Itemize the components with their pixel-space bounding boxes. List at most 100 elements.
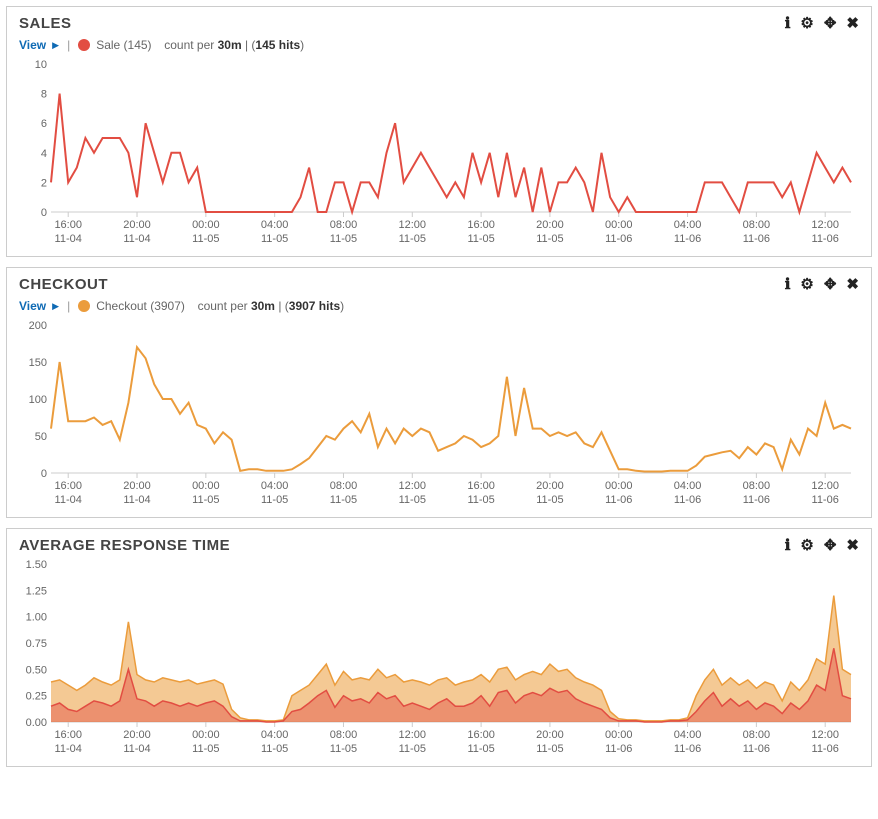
- svg-text:08:00: 08:00: [743, 219, 771, 231]
- svg-text:0: 0: [41, 468, 47, 480]
- svg-text:20:00: 20:00: [123, 219, 151, 231]
- svg-text:16:00: 16:00: [54, 729, 82, 741]
- separator: |: [67, 38, 70, 52]
- svg-text:11-05: 11-05: [261, 494, 288, 506]
- panel: SALESℹ⚙✥✖View▶|Sale (145) count per 30m …: [6, 6, 872, 257]
- svg-text:12:00: 12:00: [811, 219, 839, 231]
- svg-text:00:00: 00:00: [192, 729, 220, 741]
- panel-header: AVERAGE RESPONSE TIME ℹ ⚙ ✥ ✖: [7, 529, 871, 558]
- panel-title: AVERAGE RESPONSE TIME: [19, 537, 230, 554]
- separator: |: [67, 299, 70, 313]
- gear-icon[interactable]: ⚙: [800, 277, 813, 292]
- legend-series-label: Checkout (3907): [96, 299, 185, 313]
- svg-text:00:00: 00:00: [192, 219, 220, 231]
- legend-meta: count per 30m | (145 hits): [158, 38, 305, 52]
- svg-text:11-04: 11-04: [55, 233, 82, 245]
- svg-text:04:00: 04:00: [261, 480, 289, 492]
- close-icon[interactable]: ✖: [846, 277, 859, 292]
- svg-text:11-05: 11-05: [399, 233, 426, 245]
- svg-text:1.25: 1.25: [26, 585, 47, 597]
- svg-text:0.75: 0.75: [26, 638, 47, 650]
- svg-text:20:00: 20:00: [123, 480, 151, 492]
- svg-text:11-05: 11-05: [536, 233, 563, 245]
- panel-header: SALESℹ⚙✥✖: [7, 7, 871, 36]
- svg-text:16:00: 16:00: [54, 219, 82, 231]
- chart: 0.000.250.500.751.001.251.5016:0011-0420…: [7, 558, 871, 766]
- info-icon[interactable]: ℹ: [785, 277, 791, 292]
- move-icon[interactable]: ✥: [824, 277, 837, 292]
- chart-svg: 024681016:0011-0420:0011-0400:0011-0504:…: [19, 58, 859, 248]
- legend-meta: count per 30m | (3907 hits): [191, 299, 344, 313]
- svg-text:0.50: 0.50: [26, 664, 47, 676]
- svg-text:0.00: 0.00: [26, 717, 47, 729]
- svg-text:11-06: 11-06: [605, 494, 632, 506]
- svg-text:11-05: 11-05: [399, 494, 426, 506]
- move-icon[interactable]: ✥: [824, 538, 837, 553]
- panel-toolbar: ℹ ⚙ ✥ ✖: [785, 277, 859, 292]
- chart: 024681016:0011-0420:0011-0400:0011-0504:…: [7, 58, 871, 256]
- svg-text:11-05: 11-05: [192, 743, 219, 755]
- svg-text:11-06: 11-06: [674, 494, 701, 506]
- svg-text:200: 200: [29, 320, 47, 332]
- svg-text:12:00: 12:00: [811, 729, 839, 741]
- chart-svg: 0.000.250.500.751.001.251.5016:0011-0420…: [19, 558, 859, 758]
- view-link[interactable]: View: [19, 299, 46, 313]
- info-icon[interactable]: ℹ: [785, 16, 791, 31]
- legend-color-dot: [78, 39, 90, 51]
- svg-text:8: 8: [41, 89, 47, 101]
- svg-text:11-05: 11-05: [467, 743, 494, 755]
- gear-icon[interactable]: ⚙: [800, 538, 813, 553]
- svg-text:100: 100: [29, 394, 47, 406]
- svg-text:0.25: 0.25: [26, 691, 47, 703]
- svg-text:12:00: 12:00: [399, 729, 427, 741]
- svg-text:11-04: 11-04: [123, 494, 150, 506]
- close-icon[interactable]: ✖: [846, 538, 859, 553]
- svg-text:11-06: 11-06: [812, 494, 839, 506]
- legend-color-dot: [78, 300, 90, 312]
- svg-text:11-05: 11-05: [467, 494, 494, 506]
- chart: 05010015020016:0011-0420:0011-0400:0011-…: [7, 319, 871, 517]
- close-icon[interactable]: ✖: [846, 16, 859, 31]
- svg-text:04:00: 04:00: [261, 219, 289, 231]
- svg-text:11-05: 11-05: [330, 743, 357, 755]
- svg-text:0: 0: [41, 207, 47, 219]
- svg-text:11-05: 11-05: [536, 494, 563, 506]
- info-icon[interactable]: ℹ: [785, 538, 791, 553]
- svg-text:16:00: 16:00: [54, 480, 82, 492]
- svg-text:6: 6: [41, 118, 47, 130]
- svg-text:11-05: 11-05: [399, 743, 426, 755]
- legend-row: View▶|Sale (145) count per 30m | (145 hi…: [7, 36, 871, 58]
- svg-text:11-06: 11-06: [674, 743, 701, 755]
- svg-text:11-05: 11-05: [330, 233, 357, 245]
- svg-text:11-06: 11-06: [605, 233, 632, 245]
- svg-text:11-06: 11-06: [812, 233, 839, 245]
- svg-text:20:00: 20:00: [123, 729, 151, 741]
- svg-text:11-05: 11-05: [330, 494, 357, 506]
- svg-text:16:00: 16:00: [467, 480, 495, 492]
- gear-icon[interactable]: ⚙: [800, 16, 813, 31]
- svg-text:11-06: 11-06: [812, 743, 839, 755]
- svg-text:08:00: 08:00: [330, 219, 358, 231]
- panel: AVERAGE RESPONSE TIME ℹ ⚙ ✥ ✖ 0.00 0.25 0.50 0.7…: [6, 528, 872, 767]
- svg-text:2: 2: [41, 177, 47, 189]
- svg-text:04:00: 04:00: [674, 480, 702, 492]
- svg-text:11-06: 11-06: [743, 743, 770, 755]
- svg-text:1.50: 1.50: [26, 559, 47, 571]
- svg-text:11-05: 11-05: [467, 233, 494, 245]
- svg-text:00:00: 00:00: [605, 729, 633, 741]
- svg-text:50: 50: [35, 431, 47, 443]
- panel-title: CHECKOUT: [19, 276, 108, 293]
- svg-text:00:00: 00:00: [605, 480, 633, 492]
- svg-text:12:00: 12:00: [811, 480, 839, 492]
- move-icon[interactable]: ✥: [824, 16, 837, 31]
- svg-text:11-05: 11-05: [261, 743, 288, 755]
- chevron-right-icon: ▶: [52, 301, 59, 312]
- svg-text:1.00: 1.00: [26, 612, 47, 624]
- view-link[interactable]: View: [19, 38, 46, 52]
- svg-text:10: 10: [35, 59, 47, 71]
- svg-text:4: 4: [41, 148, 47, 160]
- svg-text:11-05: 11-05: [261, 233, 288, 245]
- svg-text:11-05: 11-05: [536, 743, 563, 755]
- chevron-right-icon: ▶: [52, 40, 59, 51]
- svg-text:08:00: 08:00: [743, 480, 771, 492]
